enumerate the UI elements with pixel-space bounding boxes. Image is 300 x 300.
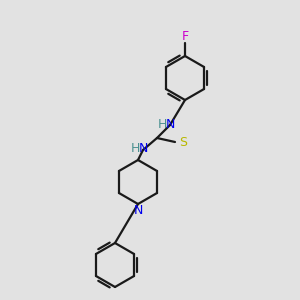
Text: S: S — [179, 136, 187, 148]
Text: N: N — [133, 205, 143, 218]
Text: F: F — [182, 29, 189, 43]
Text: N: N — [165, 118, 175, 130]
Text: N: N — [138, 142, 148, 155]
Text: H: H — [130, 142, 140, 155]
Text: H: H — [157, 118, 167, 130]
